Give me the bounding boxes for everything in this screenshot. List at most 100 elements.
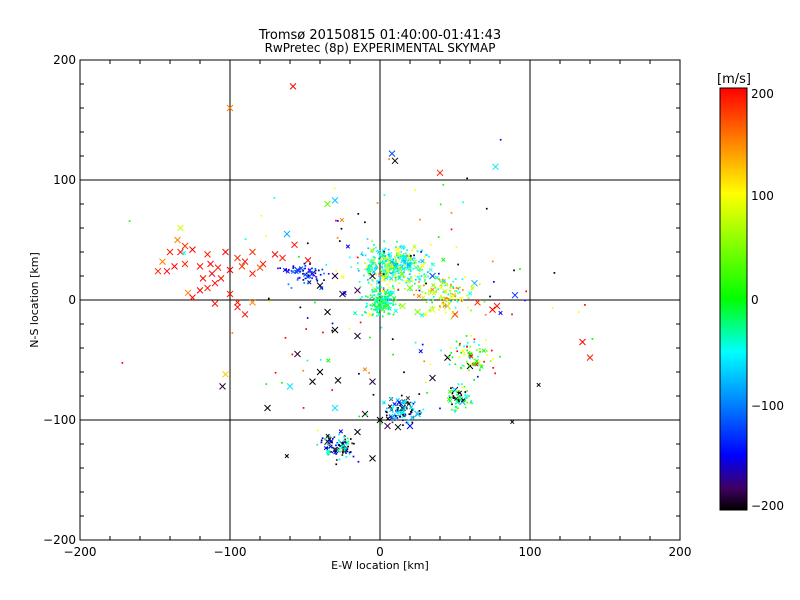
data-point-x <box>352 311 358 316</box>
data-point-dot <box>369 304 372 306</box>
data-point-dot <box>397 414 399 417</box>
data-point-dot <box>519 268 521 270</box>
data-point-dot <box>307 275 310 278</box>
data-point-dot <box>404 414 407 416</box>
data-point-dot <box>466 390 468 392</box>
data-point-x <box>271 251 279 258</box>
data-point-x <box>327 437 332 442</box>
data-point-dot <box>398 276 401 278</box>
data-point-dot <box>366 302 368 305</box>
data-point-x <box>309 378 316 385</box>
data-point-dot <box>349 438 352 440</box>
data-point-dot <box>418 280 420 283</box>
data-point-x <box>376 249 382 254</box>
chart-subtitle: RwPretec (8p) EXPERIMENTAL SKYMAP <box>265 41 496 55</box>
data-point-dot <box>356 256 359 259</box>
data-point-dot <box>376 267 378 270</box>
data-point-dot <box>419 270 421 272</box>
data-point-dot <box>399 255 402 258</box>
data-point-dot <box>432 299 434 301</box>
data-point-dot <box>370 269 373 271</box>
data-point-dot <box>382 305 385 307</box>
data-point-dot <box>375 246 377 249</box>
data-point-dot <box>394 255 397 258</box>
data-point-x <box>219 383 226 390</box>
data-point-dot <box>384 269 387 272</box>
data-point-x <box>304 257 312 264</box>
data-point-x <box>398 255 403 261</box>
data-point-dot <box>407 261 410 263</box>
data-point-dot <box>424 278 426 281</box>
data-point-dot <box>395 275 397 278</box>
data-point-dot <box>397 260 400 263</box>
data-point-x <box>457 390 463 395</box>
data-point-dot <box>437 288 440 291</box>
data-point-x <box>410 415 415 420</box>
data-point-dot <box>415 289 418 292</box>
data-point-dot <box>457 263 459 266</box>
data-point-dot <box>458 286 461 289</box>
data-point-dot <box>494 372 497 375</box>
data-point-dot <box>461 278 464 281</box>
data-point-dot <box>431 301 433 303</box>
data-point-dot <box>314 272 317 275</box>
data-point-dot <box>402 247 405 250</box>
data-point-x <box>204 284 211 292</box>
data-point-x <box>493 302 501 310</box>
data-point-x <box>342 291 347 296</box>
data-point-dot <box>458 291 461 294</box>
data-point-dot <box>452 395 455 397</box>
data-point-dot <box>383 261 386 263</box>
data-point-dot <box>384 276 387 278</box>
data-point-dot <box>345 441 348 444</box>
data-point-dot <box>391 421 394 424</box>
data-point-dot <box>380 261 383 264</box>
data-point-dot <box>483 301 486 303</box>
data-point-dot <box>411 262 414 265</box>
data-point-dot <box>455 390 458 393</box>
data-point-dot <box>469 345 472 348</box>
data-point-dot <box>454 290 456 292</box>
data-point-dot <box>340 227 343 230</box>
data-point-dot <box>448 276 451 279</box>
data-point-dot <box>450 351 453 354</box>
data-point-dot <box>376 305 378 308</box>
data-point-dot <box>405 406 408 409</box>
data-point-dot <box>455 287 458 289</box>
data-point-dot <box>425 254 428 256</box>
data-point-dot <box>387 313 390 315</box>
data-point-dot <box>399 411 402 414</box>
data-point-dot <box>380 422 382 425</box>
data-point-dot <box>461 289 464 291</box>
data-point-dot <box>356 262 359 264</box>
data-point-dot <box>305 272 308 275</box>
data-point-dot <box>394 258 397 261</box>
data-point-dot <box>379 276 382 279</box>
data-point-x <box>472 361 478 367</box>
data-point-x <box>264 404 271 412</box>
data-point-x <box>470 286 475 291</box>
data-point-dot <box>454 306 457 309</box>
data-point-x <box>536 382 541 388</box>
colorbar: [m/s] 200 100 0 −100 −200 <box>717 72 784 513</box>
data-point-dot <box>446 299 448 301</box>
data-point-dot <box>390 272 392 275</box>
data-point-dot <box>367 270 370 272</box>
data-point-dot <box>454 402 457 405</box>
data-point-x <box>222 371 229 378</box>
minor-ticks <box>79 59 681 541</box>
data-point-dot <box>404 415 406 418</box>
data-point-dot <box>401 413 403 415</box>
y-tick-label: 0 <box>68 293 76 307</box>
data-point-x <box>429 306 436 313</box>
data-point-x <box>378 272 383 277</box>
data-point-dot <box>416 275 419 278</box>
data-point-dot <box>391 411 394 413</box>
data-point-dot <box>456 397 459 400</box>
data-point-x <box>440 296 445 301</box>
data-point-dot <box>435 289 438 292</box>
data-point-dot <box>373 301 376 304</box>
data-point-dot <box>400 409 403 411</box>
data-point-x <box>362 367 368 372</box>
data-point-dot <box>368 336 371 339</box>
